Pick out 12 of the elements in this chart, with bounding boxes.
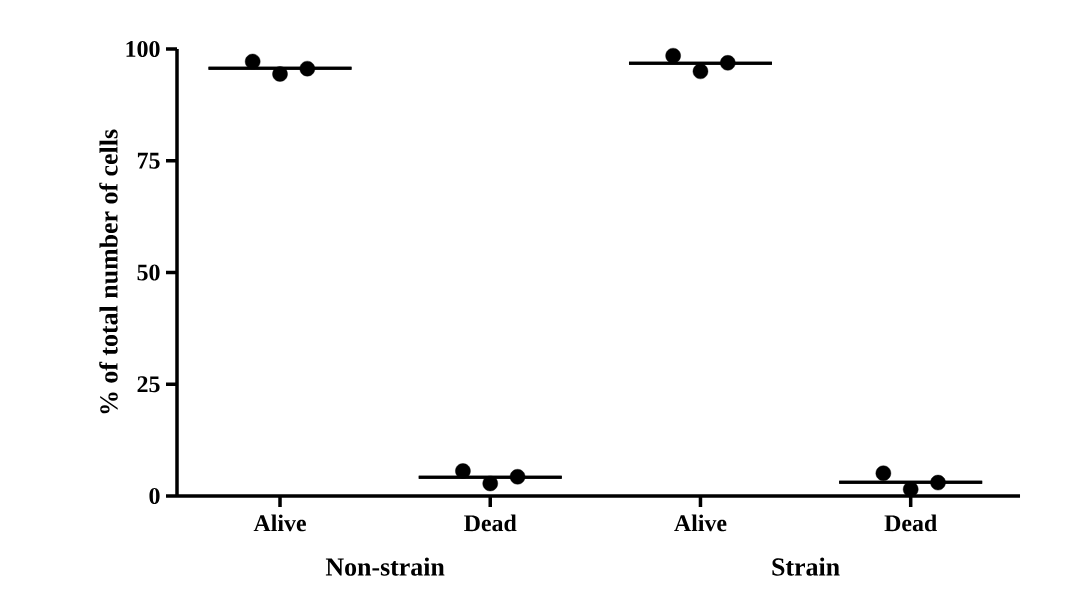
x-tick-label: Dead <box>464 514 517 532</box>
y-tick-label: 75 <box>137 152 160 169</box>
x-tick-label: Dead <box>884 514 937 532</box>
y-tick-label: 100 <box>126 40 160 58</box>
y-tick-label: 50 <box>137 264 160 281</box>
y-tick-label: 25 <box>137 376 160 393</box>
x-tick-label: Alive <box>674 514 727 532</box>
y-tick-label: 0 <box>149 487 160 505</box>
x-tick-label: Alive <box>253 514 306 532</box>
y-axis-title: % of total number of cells <box>99 129 118 414</box>
text: Non-strain <box>325 557 445 576</box>
text: Strain <box>772 557 840 576</box>
